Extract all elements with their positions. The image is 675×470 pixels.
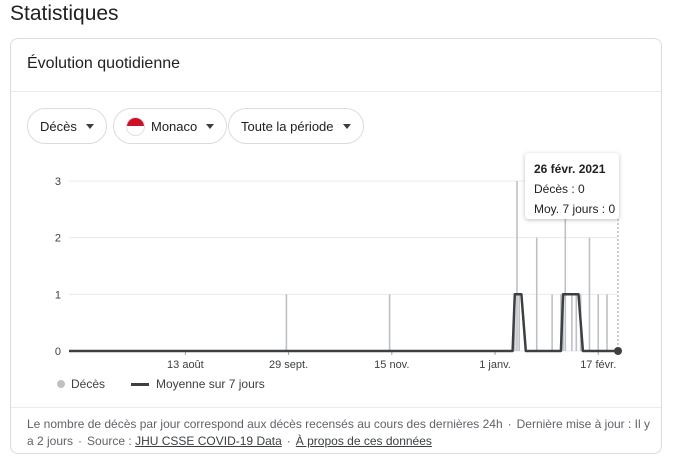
legend-average-swatch	[131, 382, 150, 386]
tooltip-deaths: Décès : 0	[534, 182, 585, 196]
caret-down-icon	[85, 123, 94, 129]
legend-deaths-label: Décès	[71, 377, 106, 391]
x-tick-label: 15 nov.	[374, 359, 409, 371]
chart-tooltip: 26 févr. 2021 Décès : 0 Moy. 7 jours : 0	[525, 153, 619, 219]
card-title: Évolution quotidienne	[27, 55, 181, 72]
country-dropdown-label: Monaco	[151, 118, 198, 134]
chart-labels: 0 1 2 3 13 août 29 sept. 15 nov. 1 janv. 17 févr…	[55, 176, 616, 371]
about-data-link[interactable]: À propos de ces données	[295, 434, 432, 448]
x-tick-label: 1 janv.	[479, 359, 511, 371]
hover-point	[614, 347, 622, 355]
monaco-flag-icon	[126, 116, 145, 136]
source-link[interactable]: JHU CSSE COVID-19 Data	[135, 434, 282, 448]
footer-updated: Dernière mise à jour : Il y a 2 jours	[27, 417, 651, 448]
page-title: Statistiques	[10, 2, 119, 25]
x-tick-label: 29 sept.	[269, 359, 308, 371]
legend-average-label: Moyenne sur 7 jours	[156, 377, 265, 391]
footer-note: Le nombre de décès par jour correspond a…	[27, 417, 503, 431]
y-tick-label: 3	[55, 176, 61, 188]
caret-down-icon	[206, 123, 215, 129]
metric-dropdown-label: Décès	[40, 118, 77, 134]
x-tick-label: 13 août	[167, 359, 204, 371]
caret-down-icon	[342, 123, 351, 129]
legend-deaths-swatch	[57, 380, 65, 388]
card-footer: Le nombre de décès par jour correspond a…	[27, 417, 651, 448]
y-tick-label: 2	[55, 233, 61, 245]
period-dropdown-label: Toute la période	[241, 118, 334, 134]
footer-source-label: Source :	[87, 434, 132, 448]
chart-legend: Décès Moyenne sur 7 jours	[57, 377, 265, 391]
y-tick-label: 1	[55, 289, 61, 301]
deaths-chart[interactable]: 0 1 2 3 13 août 29 sept. 15 nov. 1 janv. 17 févr…	[11, 39, 662, 379]
daily-evolution-card: Évolution quotidienne Décès Monaco Toute…	[10, 38, 662, 454]
y-tick-label: 0	[55, 346, 61, 358]
metric-dropdown[interactable]: Décès	[27, 108, 107, 144]
moving-average-line	[69, 293, 618, 353]
country-dropdown[interactable]: Monaco	[113, 108, 228, 144]
x-tick-label: 17 févr.	[580, 359, 616, 371]
card-divider	[11, 91, 661, 92]
period-dropdown[interactable]: Toute la période	[228, 108, 364, 144]
footer-divider	[11, 407, 661, 408]
tooltip-date: 26 févr. 2021	[534, 162, 606, 176]
tooltip-average: Moy. 7 jours : 0	[534, 202, 616, 216]
